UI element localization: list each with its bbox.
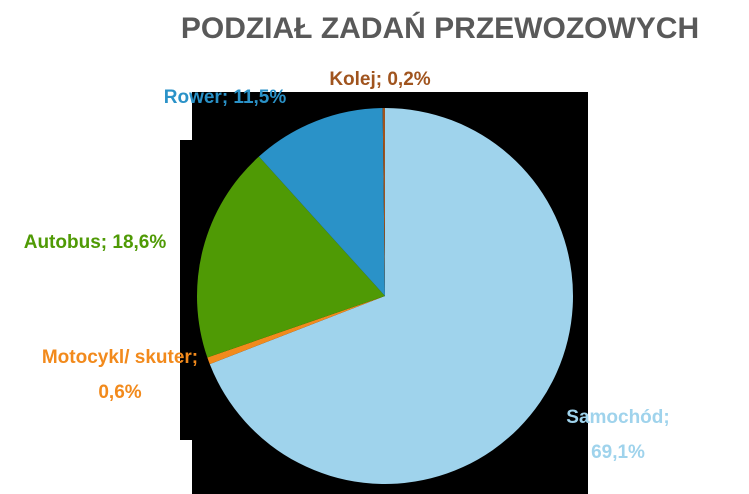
data-label: Kolej; 0,2% (329, 69, 431, 90)
pie-slice (382, 108, 385, 296)
data-label: Motocykl/ skuter; 0,6% (41, 347, 199, 403)
pie-slice (197, 156, 385, 358)
backdrop (180, 140, 200, 440)
pie-slice (209, 108, 573, 484)
data-label: Autobus; 18,6% (23, 232, 167, 253)
chart-title: PODZIAŁ ZADAŃ PRZEWOZOWYCH (180, 12, 700, 45)
data-label: Samochód; 69,1% (566, 407, 670, 463)
pie-slice (207, 296, 385, 365)
data-label: Rower; 11,5% (163, 87, 287, 108)
pie-slice (258, 108, 385, 296)
